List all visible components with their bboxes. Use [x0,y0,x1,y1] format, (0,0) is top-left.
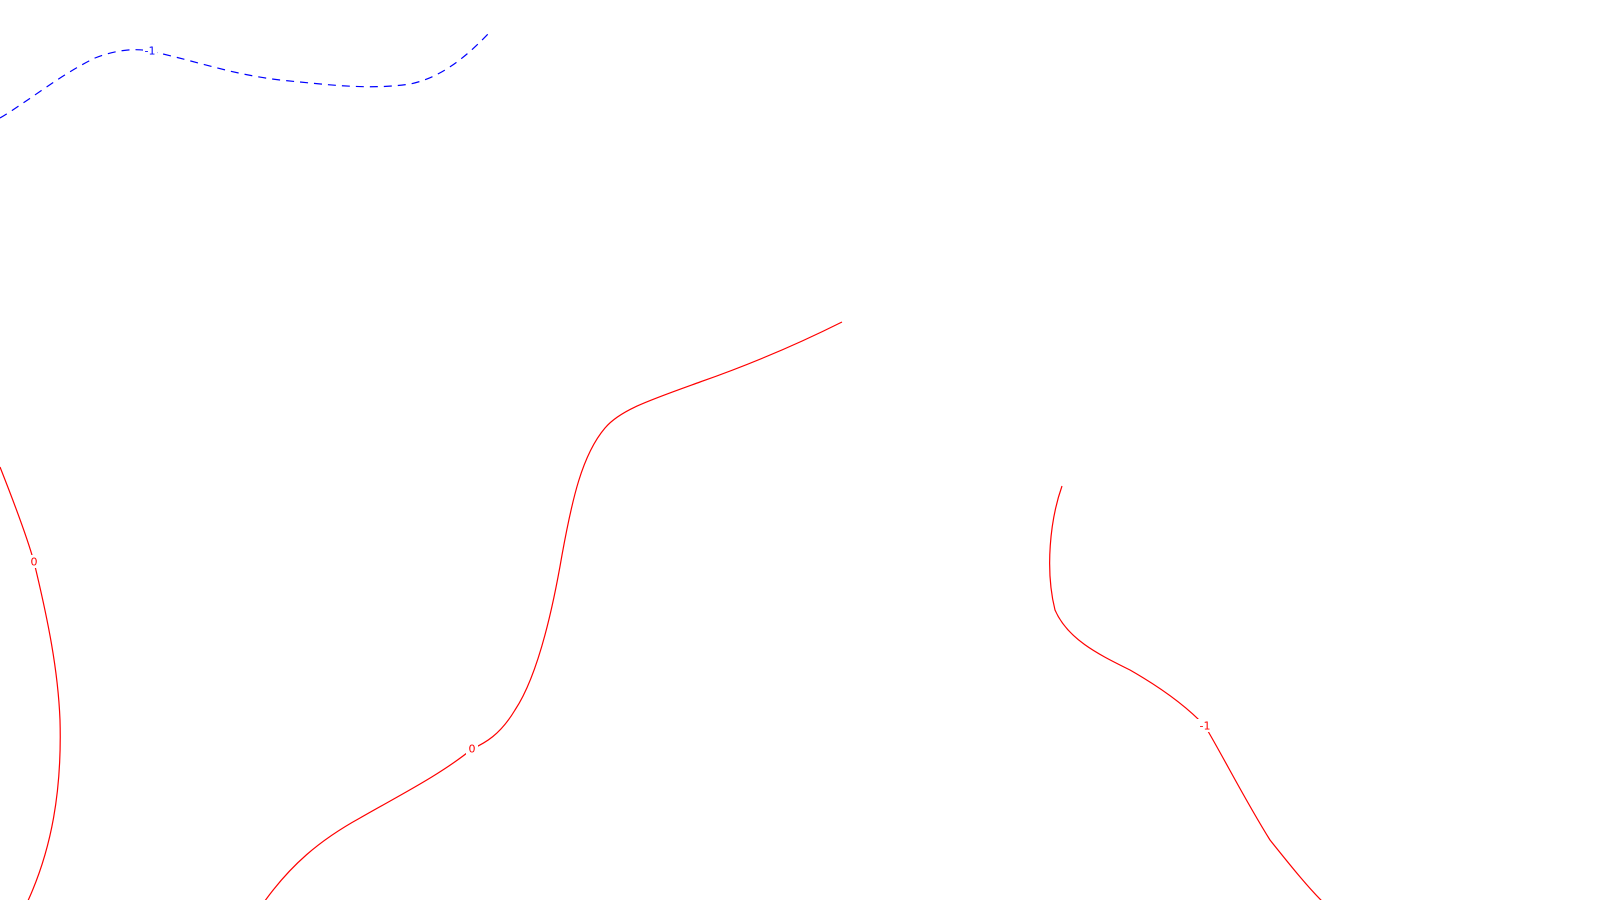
contour-label-bg-red-center [466,742,478,755]
contour-line-red-right [1049,485,1322,900]
contour-label-bg-red-left [28,555,40,568]
contour-line-blue-dashed [0,33,489,119]
contour-line-red-left [0,466,61,900]
contour-label-red-center: 0 [469,743,476,756]
contour-label-red-right: -1 [1200,720,1211,733]
contour-label-red-left: 0 [31,556,38,569]
contour-label-bg-blue [143,44,157,57]
contour-label-bg-red-right [1195,719,1215,732]
contour-label-blue-dashed: -1 [145,45,156,58]
contour-line-red-center [264,321,843,900]
